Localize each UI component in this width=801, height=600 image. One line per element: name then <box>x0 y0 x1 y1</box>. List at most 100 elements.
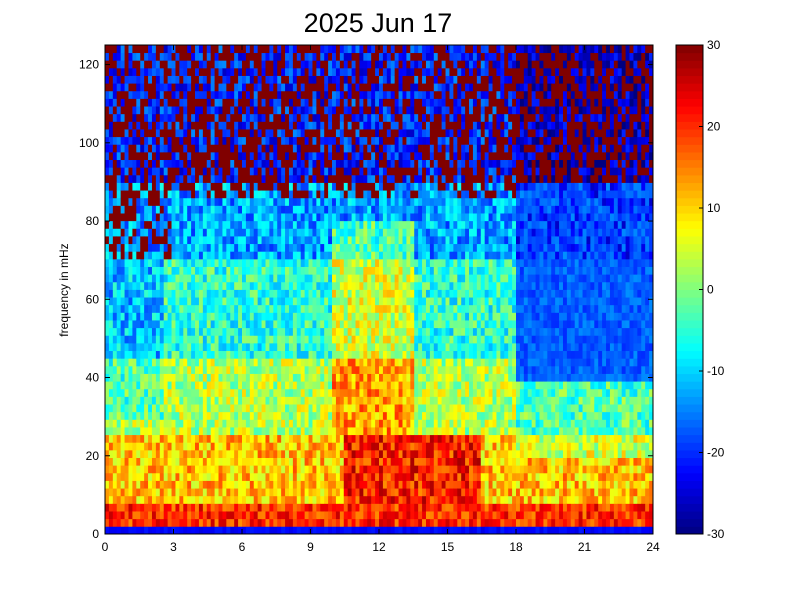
heatmap-cell <box>136 411 141 420</box>
heatmap-cell <box>300 205 306 214</box>
heatmap-cell <box>382 243 388 252</box>
heatmap-cell <box>132 213 137 222</box>
heatmap-cell <box>249 327 255 336</box>
heatmap-cell <box>108 488 114 497</box>
heatmap-cell <box>105 52 110 61</box>
heatmap-cell <box>202 388 208 397</box>
heatmap-cell <box>261 396 266 405</box>
heatmap-cell <box>226 518 231 527</box>
heatmap-cell <box>167 388 172 397</box>
heatmap-cell <box>277 488 282 497</box>
heatmap-cell <box>359 488 364 497</box>
heatmap-cell <box>214 327 219 336</box>
heatmap-cell <box>285 113 290 122</box>
heatmap-cell <box>269 258 274 267</box>
heatmap-cell <box>390 388 396 397</box>
heatmap-cell <box>406 67 411 76</box>
heatmap-cell <box>390 411 396 420</box>
heatmap-cell <box>245 488 251 497</box>
heatmap-cell <box>183 488 188 497</box>
heatmap-cell <box>406 98 411 107</box>
heatmap-cell <box>226 52 231 61</box>
heatmap-cell <box>394 52 399 61</box>
heatmap-cell <box>347 419 352 428</box>
heatmap-cell <box>120 113 125 122</box>
heatmap-cell <box>120 243 125 252</box>
heatmap-cell <box>198 411 204 420</box>
heatmap-cell <box>398 266 403 275</box>
heatmap-cell <box>253 365 259 374</box>
heatmap-cell <box>292 83 298 92</box>
heatmap-cell <box>367 327 372 336</box>
heatmap-cell <box>324 67 329 76</box>
heatmap-cell <box>379 427 384 436</box>
heatmap-cell <box>308 167 313 176</box>
heatmap-cell <box>171 312 176 321</box>
heatmap-cell <box>351 60 356 69</box>
heatmap-cell <box>230 404 235 413</box>
heatmap-cell <box>257 236 262 245</box>
heatmap-cell <box>163 350 169 359</box>
heatmap-cell <box>382 342 388 352</box>
heatmap-cell <box>128 83 133 92</box>
heatmap-cell <box>167 404 172 413</box>
heatmap-cell <box>132 411 137 420</box>
heatmap-cell <box>210 335 215 344</box>
heatmap-cell <box>230 442 235 451</box>
heatmap-cell <box>273 182 278 191</box>
heatmap-cell <box>116 427 122 436</box>
heatmap-cell <box>269 480 274 489</box>
heatmap-cell <box>191 159 196 168</box>
heatmap-cell <box>222 136 227 145</box>
heatmap-cell <box>386 503 392 512</box>
heatmap-cell <box>382 197 388 206</box>
heatmap-cell <box>120 312 125 321</box>
heatmap-cell <box>261 327 266 336</box>
heatmap-cell <box>359 151 364 161</box>
heatmap-cell <box>155 304 161 313</box>
heatmap-cell <box>335 320 341 329</box>
heatmap-cell <box>179 358 184 367</box>
heatmap-cell <box>148 381 153 390</box>
heatmap-cell <box>187 136 192 145</box>
heatmap-cell <box>230 205 235 214</box>
heatmap-cell <box>386 159 392 168</box>
heatmap-cell <box>332 281 337 290</box>
heatmap-cell <box>292 350 298 359</box>
heatmap-cell <box>347 511 352 520</box>
heatmap-cell <box>363 335 368 344</box>
heatmap-cell <box>191 488 196 497</box>
heatmap-cell <box>249 427 255 436</box>
heatmap-cell <box>261 465 266 474</box>
heatmap-cell <box>112 274 118 283</box>
heatmap-cell <box>128 167 133 176</box>
heatmap-cell <box>386 83 392 92</box>
heatmap-cell <box>175 312 180 321</box>
heatmap-cell <box>183 350 188 359</box>
heatmap-cell <box>312 419 317 428</box>
heatmap-cell <box>245 220 251 229</box>
heatmap-cell <box>394 304 399 313</box>
heatmap-cell <box>371 381 376 390</box>
heatmap-cell <box>124 52 129 61</box>
heatmap-cell <box>140 75 145 84</box>
heatmap-cell <box>257 167 262 176</box>
heatmap-cell <box>179 159 184 168</box>
heatmap-cell <box>226 297 231 306</box>
heatmap-cell <box>281 342 286 352</box>
heatmap-cell <box>245 511 251 520</box>
heatmap-cell <box>179 90 184 99</box>
heatmap-cell <box>316 503 321 512</box>
heatmap-cell <box>151 213 157 222</box>
heatmap-cell <box>136 518 141 527</box>
heatmap-cell <box>171 174 176 183</box>
heatmap-cell <box>394 449 399 458</box>
heatmap-cell <box>277 480 282 489</box>
heatmap-cell <box>371 480 376 489</box>
heatmap-cell <box>363 320 368 329</box>
heatmap-cell <box>347 136 352 145</box>
heatmap-cell <box>222 350 227 359</box>
heatmap-cell <box>371 190 376 199</box>
heatmap-cell <box>265 495 270 504</box>
heatmap-cell <box>120 151 125 161</box>
